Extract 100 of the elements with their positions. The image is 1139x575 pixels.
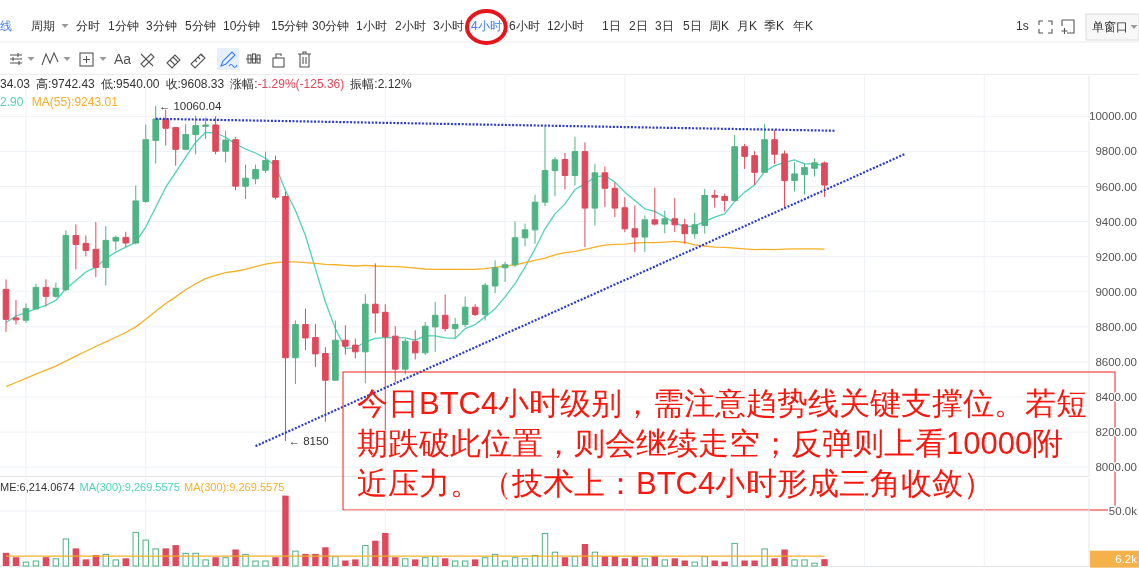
bar bbox=[561, 557, 569, 566]
candlestick bbox=[671, 197, 679, 233]
bar bbox=[352, 559, 359, 566]
text: Aa bbox=[114, 51, 132, 67]
text: 1s bbox=[1016, 19, 1029, 33]
bar bbox=[641, 558, 649, 567]
bar bbox=[372, 540, 379, 566]
y-tick-label: 8600.00 bbox=[1095, 355, 1137, 368]
bar bbox=[422, 557, 429, 567]
text: MA(55):9243.01 bbox=[31, 95, 119, 109]
text: 分时 bbox=[76, 19, 100, 33]
candlestick bbox=[142, 124, 150, 204]
candlestick bbox=[651, 187, 659, 226]
candlestick bbox=[401, 338, 409, 375]
text: 2.90 bbox=[0, 95, 24, 109]
bar bbox=[711, 560, 718, 566]
candlestick bbox=[372, 262, 379, 334]
candlestick bbox=[272, 155, 279, 201]
candlestick bbox=[172, 127, 179, 167]
text: 6小时 bbox=[509, 19, 540, 33]
candlestick bbox=[72, 223, 80, 270]
candlestick bbox=[771, 129, 778, 165]
candlestick bbox=[342, 324, 349, 356]
bar bbox=[142, 539, 149, 567]
candlestick bbox=[292, 320, 299, 385]
candlestick bbox=[122, 231, 130, 248]
candlestick bbox=[22, 303, 30, 324]
candlestick bbox=[52, 282, 60, 299]
text: 季K bbox=[764, 19, 785, 33]
candlestick bbox=[362, 293, 369, 384]
candlestick bbox=[641, 214, 649, 253]
y-tick-label: 9200.00 bbox=[1095, 250, 1137, 263]
candlestick bbox=[262, 151, 269, 174]
bar bbox=[172, 545, 179, 566]
text: 4小时 bbox=[471, 19, 502, 33]
candlestick bbox=[701, 188, 709, 235]
candlestick bbox=[621, 196, 629, 233]
text: 6.2k bbox=[1115, 553, 1138, 566]
bar bbox=[42, 557, 50, 566]
text: 15分钟 bbox=[271, 19, 309, 33]
bar bbox=[432, 556, 439, 567]
bar bbox=[501, 560, 509, 567]
candlestick bbox=[461, 296, 469, 328]
text: 2日 bbox=[629, 19, 648, 33]
candlestick bbox=[12, 299, 20, 326]
bar bbox=[272, 557, 279, 566]
text: 周期 bbox=[31, 19, 55, 33]
text: 3日 bbox=[655, 19, 674, 33]
candlestick bbox=[252, 164, 259, 185]
bar bbox=[621, 558, 629, 566]
candlestick bbox=[132, 184, 140, 245]
candlestick bbox=[761, 123, 768, 174]
bar bbox=[412, 559, 419, 566]
bar bbox=[801, 559, 808, 567]
candlestick bbox=[501, 261, 509, 283]
candlestick bbox=[821, 161, 828, 198]
y-tick-label: 8800.00 bbox=[1095, 320, 1137, 333]
candlestick bbox=[451, 317, 459, 339]
candlestick bbox=[182, 123, 189, 150]
bar bbox=[521, 558, 529, 567]
bar bbox=[471, 559, 479, 566]
candlestick bbox=[332, 320, 339, 381]
candlestick bbox=[531, 194, 539, 245]
candlestick bbox=[82, 234, 90, 257]
candlestick bbox=[112, 234, 120, 251]
bar bbox=[811, 562, 818, 567]
candlestick bbox=[721, 193, 728, 212]
candlestick bbox=[352, 338, 359, 359]
text: 10分钟 bbox=[223, 19, 261, 33]
bar bbox=[451, 560, 459, 567]
text: 34.03 高:9742.43 低:9540.00 收:9608.33 涨幅:-1.29%(-125.36) 振幅:2.12% bbox=[0, 77, 412, 91]
candlestick bbox=[62, 229, 70, 292]
bar bbox=[661, 559, 668, 567]
bar bbox=[22, 561, 30, 567]
candlestick bbox=[441, 294, 449, 332]
bar bbox=[402, 558, 409, 567]
annotation: ME:6,214.0674 bbox=[0, 481, 75, 493]
bar bbox=[701, 556, 708, 567]
candlestick bbox=[481, 282, 489, 322]
candlestick bbox=[511, 220, 519, 268]
text: 1小时 bbox=[356, 19, 387, 33]
candlestick bbox=[92, 221, 100, 278]
bar bbox=[741, 560, 748, 566]
bar bbox=[691, 561, 698, 567]
bar bbox=[132, 531, 139, 567]
text: 线 bbox=[0, 19, 12, 33]
text: 3分钟 bbox=[146, 19, 177, 33]
candlestick bbox=[631, 204, 639, 253]
candlestick bbox=[751, 150, 758, 186]
candlestick bbox=[601, 166, 609, 208]
candlestick bbox=[681, 218, 689, 245]
candlestick bbox=[741, 143, 748, 170]
candlestick bbox=[212, 115, 219, 155]
text: 年K bbox=[793, 19, 814, 33]
y-tick-label: 50.0k bbox=[1108, 505, 1138, 517]
bar bbox=[332, 556, 339, 567]
y-tick-label: 9000.00 bbox=[1095, 285, 1137, 298]
candlestick bbox=[421, 321, 429, 356]
bar bbox=[731, 542, 738, 567]
bar bbox=[212, 557, 219, 566]
